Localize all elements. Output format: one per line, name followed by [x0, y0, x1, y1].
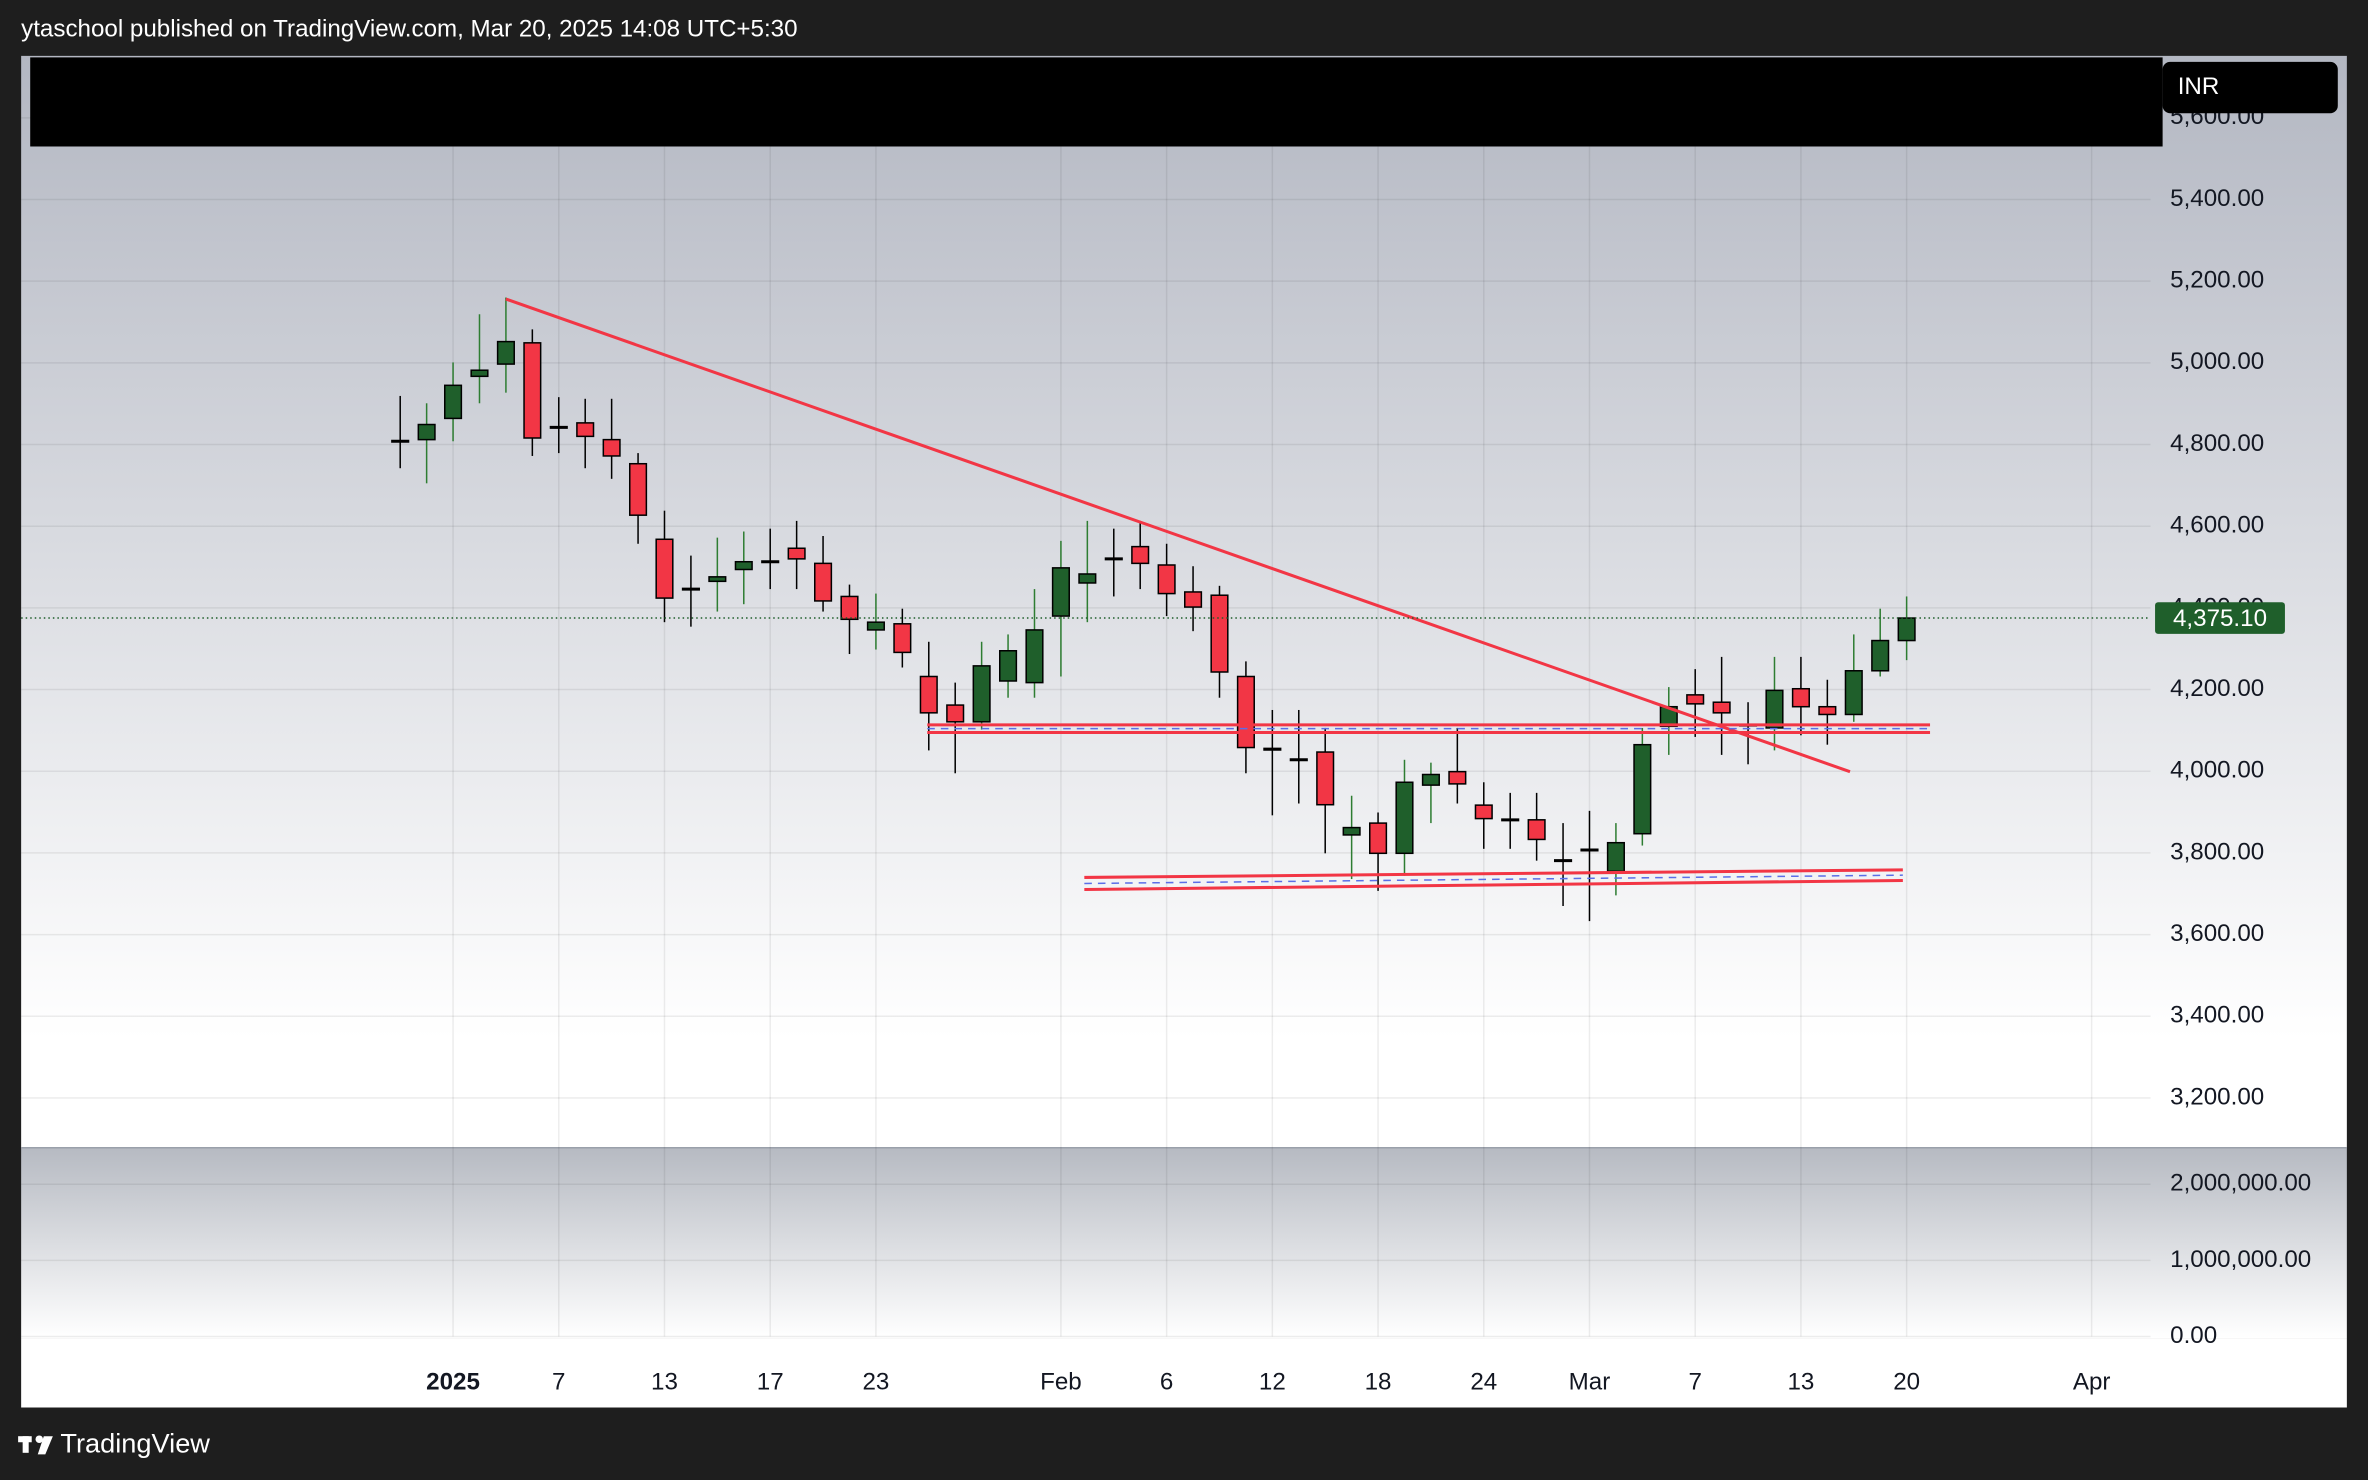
- y-tick-label: 3,800.00: [2170, 838, 2264, 865]
- x-tick-label: 20: [1893, 1369, 1920, 1396]
- volume-tick-label: 0.00: [2170, 1322, 2217, 1349]
- channel-bottom: [1084, 878, 1903, 892]
- y-tick-label: 4,200.00: [2170, 675, 2264, 702]
- currency-box: [2162, 61, 2338, 114]
- candle-body: [708, 576, 727, 583]
- candle-body: [655, 538, 674, 599]
- y-tick-label: 3,200.00: [2170, 1083, 2264, 1110]
- candle-body: [1236, 675, 1255, 749]
- candle-body: [576, 422, 595, 438]
- last-price-box: [2155, 602, 2285, 634]
- candle-body: [1897, 617, 1916, 642]
- candle-body: [1871, 639, 1890, 672]
- volume-tick-label: 2,000,000.00: [2170, 1170, 2311, 1197]
- candle-body: [946, 704, 965, 723]
- y-tick-label: 5,400.00: [2170, 185, 2264, 212]
- candle-body: [1474, 804, 1493, 820]
- candle-body: [1765, 689, 1784, 729]
- volume-tick-label: 1,000,000.00: [2170, 1246, 2311, 1273]
- x-tick-label: 13: [1787, 1369, 1814, 1396]
- candle-body: [1184, 591, 1203, 608]
- grid: [21, 57, 2151, 1338]
- x-tick-label: 23: [862, 1369, 889, 1396]
- candle-body: [1342, 826, 1361, 836]
- candle-body: [1844, 670, 1863, 716]
- candle-body: [629, 462, 648, 516]
- y-tick-label: 5,000.00: [2170, 348, 2264, 375]
- x-tick-label: 13: [651, 1369, 678, 1396]
- currency: INR: [2178, 73, 2220, 100]
- candle-body: [1712, 701, 1731, 714]
- candle-body: [470, 369, 489, 378]
- x-tick-label: Feb: [1040, 1369, 1082, 1396]
- x-tick-label: 7: [552, 1369, 565, 1396]
- volume-pane: [21, 1147, 2347, 1339]
- candle-body: [1527, 819, 1546, 841]
- x-tick-label: Apr: [2073, 1369, 2111, 1396]
- candle-body: [1395, 781, 1414, 855]
- candle-body: [1633, 743, 1652, 835]
- last-price-label: 4,375.10: [2173, 605, 2267, 632]
- y-tick-label: 5,200.00: [2170, 267, 2264, 294]
- trend-line: [505, 297, 1851, 774]
- candle-body: [1316, 751, 1335, 806]
- candle-body: [734, 560, 753, 571]
- candle-body: [919, 675, 938, 714]
- drawings: [505, 297, 1931, 892]
- candle-body: [1051, 567, 1070, 617]
- candle-body: [1078, 573, 1097, 584]
- candle-body: [814, 562, 833, 602]
- channel-mid: [1084, 874, 1903, 885]
- y-tick-label: 3,600.00: [2170, 920, 2264, 947]
- x-tick-label: 17: [757, 1369, 784, 1396]
- candle-body: [866, 621, 885, 631]
- x-tick-label: 18: [1365, 1369, 1392, 1396]
- candle-body: [417, 423, 436, 441]
- candle-body: [1818, 705, 1837, 716]
- y-tick-label: 4,000.00: [2170, 757, 2264, 784]
- candle-body: [1791, 687, 1810, 708]
- redaction-box: [30, 57, 2163, 147]
- candle-body: [1448, 770, 1467, 785]
- candle-body: [1686, 694, 1705, 705]
- x-tick-label: Mar: [1569, 1369, 1611, 1396]
- candle-body: [496, 340, 515, 365]
- candle-body: [1157, 564, 1176, 595]
- candle-body: [1606, 841, 1625, 873]
- x-tick-label: 6: [1160, 1369, 1173, 1396]
- logo: [18, 1435, 53, 1455]
- candle-body: [999, 650, 1018, 682]
- axes: 3,200.00 3,400.00 3,600.00 3,800.00 4,000.00…: [21, 103, 2311, 1396]
- publish-info: ytaschool published on TradingView.com, …: [21, 16, 797, 43]
- candle-body: [893, 623, 912, 654]
- candle-body: [1131, 545, 1150, 565]
- footer-brand: TradingView: [60, 1427, 210, 1458]
- candle-body: [787, 547, 806, 560]
- y-tick-label: 3,400.00: [2170, 1002, 2264, 1029]
- candle-body: [1369, 822, 1388, 855]
- candle-body: [1210, 594, 1229, 673]
- y-tick-label: 4,800.00: [2170, 430, 2264, 457]
- time-axis: [21, 1338, 2347, 1408]
- channel-top: [1084, 868, 1903, 879]
- x-tick-label: 12: [1259, 1369, 1286, 1396]
- candle-body: [1025, 629, 1044, 684]
- candle-body: [972, 665, 991, 723]
- candles: [391, 297, 1916, 922]
- y-tick-label: 4,600.00: [2170, 512, 2264, 539]
- x-tick-label: 2025: [426, 1369, 480, 1396]
- candle-body: [602, 438, 621, 457]
- x-tick-label: 24: [1470, 1369, 1497, 1396]
- candle-body: [523, 342, 542, 439]
- candle-body: [444, 384, 463, 420]
- candle-body: [840, 595, 859, 621]
- candle-body: [1421, 773, 1440, 786]
- x-tick-label: 7: [1688, 1369, 1701, 1396]
